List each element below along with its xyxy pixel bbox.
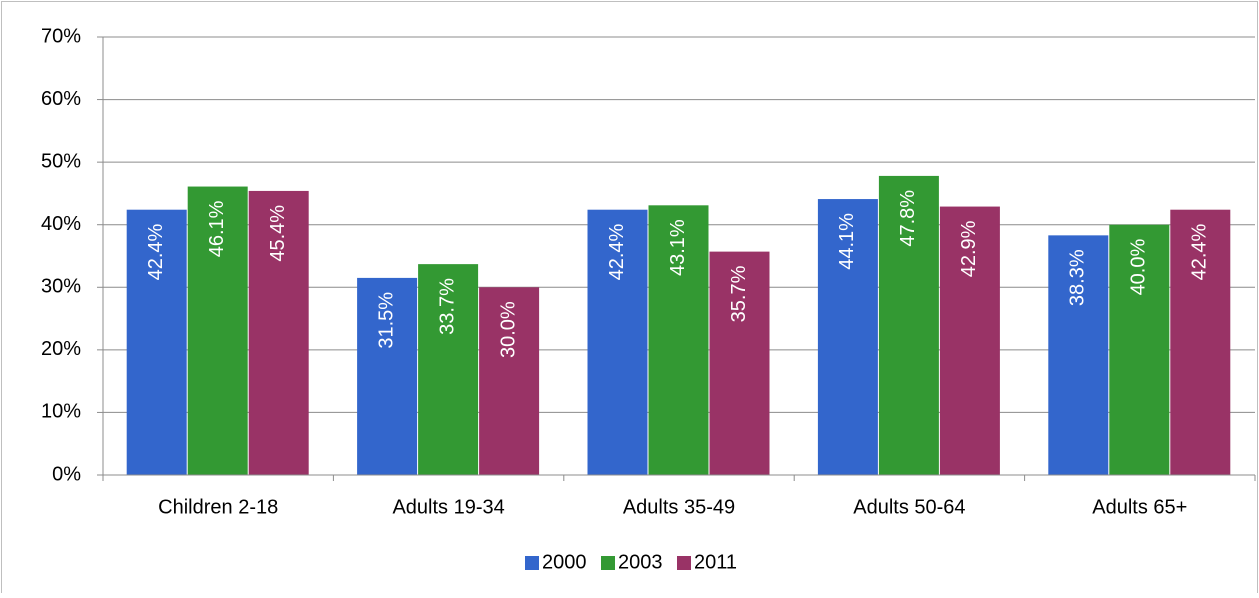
bar bbox=[709, 251, 770, 475]
data-label: 42.4% bbox=[145, 223, 167, 280]
y-tick-label: 40% bbox=[41, 213, 81, 235]
y-tick-label: 50% bbox=[41, 150, 81, 172]
bar bbox=[479, 287, 540, 475]
x-tick-label: Adults 50-64 bbox=[853, 496, 965, 518]
bar bbox=[187, 186, 248, 475]
data-label: 43.1% bbox=[667, 219, 689, 276]
bar bbox=[817, 199, 878, 475]
data-label: 35.7% bbox=[728, 265, 750, 322]
y-tick-label: 30% bbox=[41, 276, 81, 298]
data-label: 47.8% bbox=[897, 190, 919, 247]
bar bbox=[1109, 224, 1170, 475]
bar bbox=[1048, 235, 1109, 475]
legend-swatch bbox=[525, 556, 539, 570]
legend-label: 2003 bbox=[618, 551, 663, 573]
y-tick-label: 20% bbox=[41, 338, 81, 360]
data-label: 45.4% bbox=[267, 205, 289, 262]
bar bbox=[1170, 209, 1231, 475]
data-label: 42.4% bbox=[606, 223, 628, 280]
data-label: 40.0% bbox=[1128, 239, 1150, 296]
bar bbox=[126, 209, 187, 475]
y-tick-label: 60% bbox=[41, 88, 81, 110]
data-label: 30.0% bbox=[497, 301, 519, 358]
x-tick-label: Adults 65+ bbox=[1092, 496, 1187, 518]
bar bbox=[648, 205, 709, 475]
bar bbox=[357, 277, 418, 475]
data-label: 46.1% bbox=[206, 200, 228, 257]
bar bbox=[939, 206, 1000, 475]
data-label: 42.9% bbox=[958, 220, 980, 277]
data-label: 31.5% bbox=[375, 292, 397, 349]
legend-swatch bbox=[677, 556, 691, 570]
y-tick-label: 70% bbox=[41, 25, 81, 47]
legend-swatch bbox=[601, 556, 615, 570]
data-label: 38.3% bbox=[1067, 249, 1089, 306]
x-tick-label: Adults 35-49 bbox=[623, 496, 735, 518]
data-label: 44.1% bbox=[836, 213, 858, 270]
y-tick-label: 10% bbox=[41, 401, 81, 423]
x-tick-label: Adults 19-34 bbox=[392, 496, 504, 518]
bar bbox=[248, 190, 309, 475]
x-tick-label: Children 2-18 bbox=[158, 496, 278, 518]
bar bbox=[418, 264, 479, 475]
bar bbox=[878, 175, 939, 475]
data-label: 42.4% bbox=[1189, 223, 1211, 280]
data-label: 33.7% bbox=[436, 278, 458, 335]
y-tick-label: 0% bbox=[52, 463, 81, 485]
legend-label: 2011 bbox=[694, 551, 737, 573]
legend-label: 2000 bbox=[542, 551, 587, 573]
bar bbox=[587, 209, 648, 475]
